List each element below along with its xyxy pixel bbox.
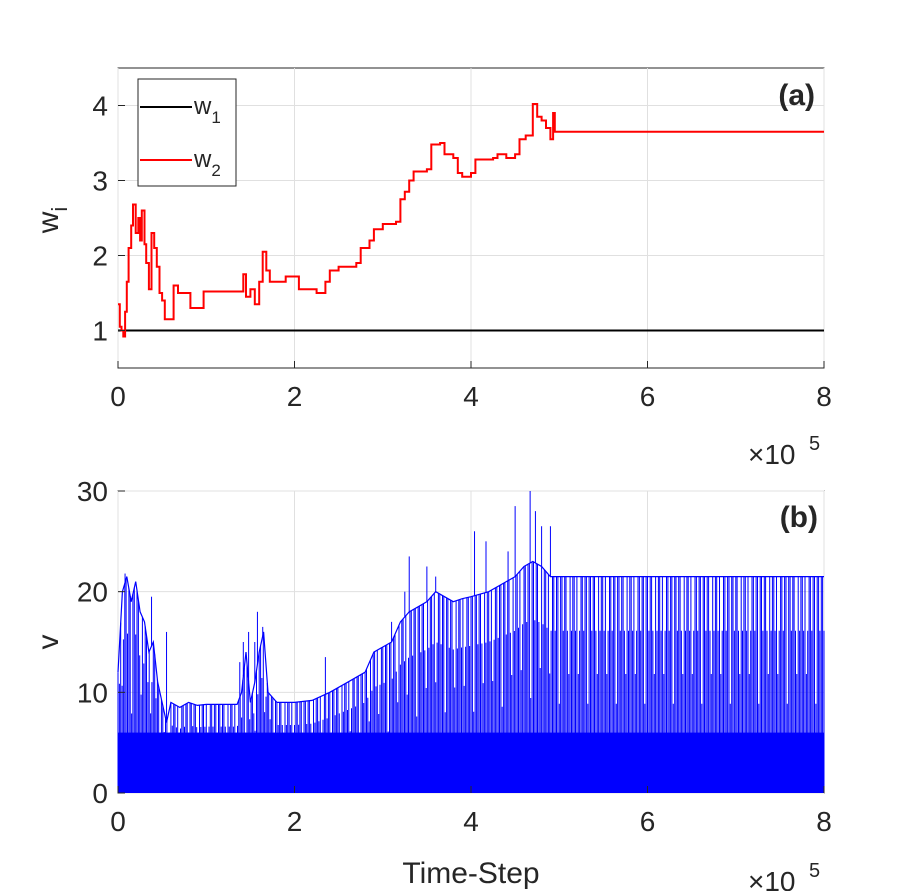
v-envelope: [117, 560, 824, 723]
panel-b-ylabel: v: [32, 635, 65, 650]
svg-text:×10: ×10: [748, 439, 796, 470]
svg-text:5: 5: [809, 433, 820, 455]
x-tick-label: 0: [110, 806, 126, 837]
y-tick-label: 20: [77, 577, 108, 608]
y-tick-label: 2: [92, 241, 108, 272]
panel-b: 0 2 4 6 8 0 10 20 30 (b) v Time-Step ×10 5: [32, 476, 832, 891]
x-tick-label: 0: [110, 381, 126, 412]
panel-a: 0 2 4 6 8 1 2 3 4 (a) wi ×10 5 w1 w2: [32, 67, 832, 470]
panel-b-label: (b): [780, 501, 818, 534]
y-tick-label: 10: [77, 677, 108, 708]
panel-b-ticks: 0 2 4 6 8 0 10 20 30: [77, 476, 832, 837]
y-tick-label: 4: [92, 91, 108, 122]
x-tick-label: 4: [463, 806, 479, 837]
x-tick-label: 4: [463, 381, 479, 412]
x-tick-label: 8: [816, 806, 832, 837]
x-tick-label: 2: [287, 381, 303, 412]
y-tick-label: 0: [92, 778, 108, 809]
v-series-strokes: [117, 561, 825, 793]
legend-w1-label: w1: [193, 93, 221, 127]
y-tick-label: 3: [92, 166, 108, 197]
y-tick-label: 1: [92, 316, 108, 347]
svg-text:×10: ×10: [748, 866, 796, 891]
legend: w1 w2: [137, 78, 237, 187]
x-tick-label: 6: [640, 806, 656, 837]
panel-a-ylabel: wi: [32, 207, 72, 235]
legend-box: [137, 78, 237, 187]
panel-a-series: [118, 103, 824, 338]
panel-a-x-exponent: ×10 5: [748, 433, 820, 470]
svg-text:5: 5: [809, 860, 820, 882]
series-line-w2: [118, 103, 824, 338]
panel-a-label: (a): [778, 79, 815, 112]
y-tick-label: 30: [77, 476, 108, 507]
legend-w2-label: w2: [193, 146, 221, 180]
panel-b-series: [117, 491, 825, 793]
panel-b-x-exponent: ×10 5: [748, 860, 820, 891]
x-tick-label: 8: [816, 381, 832, 412]
x-tick-label: 2: [287, 806, 303, 837]
panel-a-ticks: 0 2 4 6 8 1 2 3 4: [92, 91, 831, 413]
x-tick-label: 6: [640, 381, 656, 412]
panel-b-xlabel: Time-Step: [402, 857, 539, 890]
